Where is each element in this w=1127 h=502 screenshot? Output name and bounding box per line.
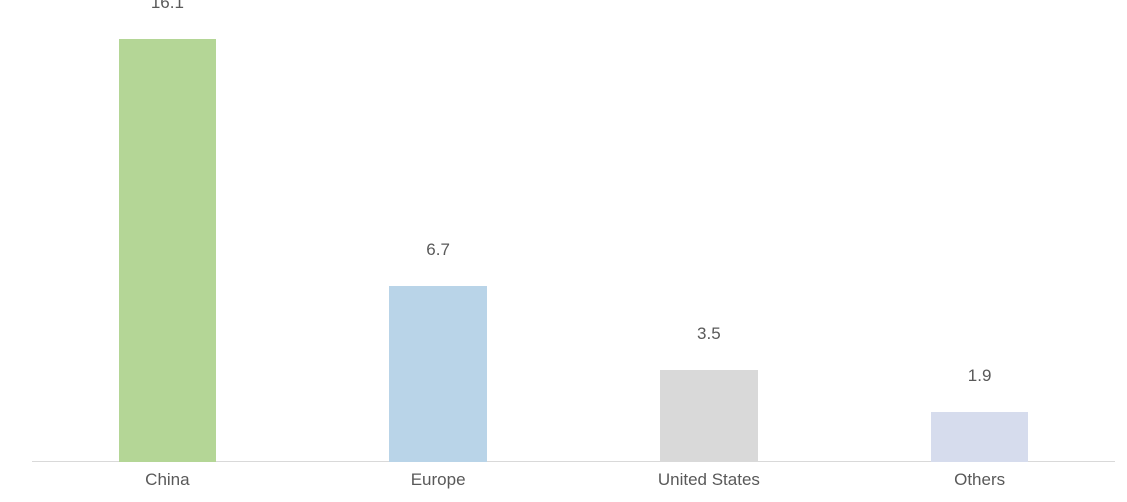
plot-area: 16.1 6.7 3.5 1.9 [32,10,1115,462]
bar-china [119,39,216,462]
value-label-china: 16.1 [151,0,184,13]
category-label-europe: Europe [411,470,466,490]
value-label-united-states: 3.5 [697,324,721,344]
bar-others [931,412,1028,462]
category-label-china: China [145,470,189,490]
bar-europe [389,286,486,462]
category-label-others: Others [954,470,1005,490]
category-label-united-states: United States [658,470,760,490]
bar-chart: 16.1 6.7 3.5 1.9 China Europe United Sta… [0,0,1127,502]
value-label-europe: 6.7 [426,240,450,260]
value-label-others: 1.9 [968,366,992,386]
bar-united-states [660,370,757,462]
